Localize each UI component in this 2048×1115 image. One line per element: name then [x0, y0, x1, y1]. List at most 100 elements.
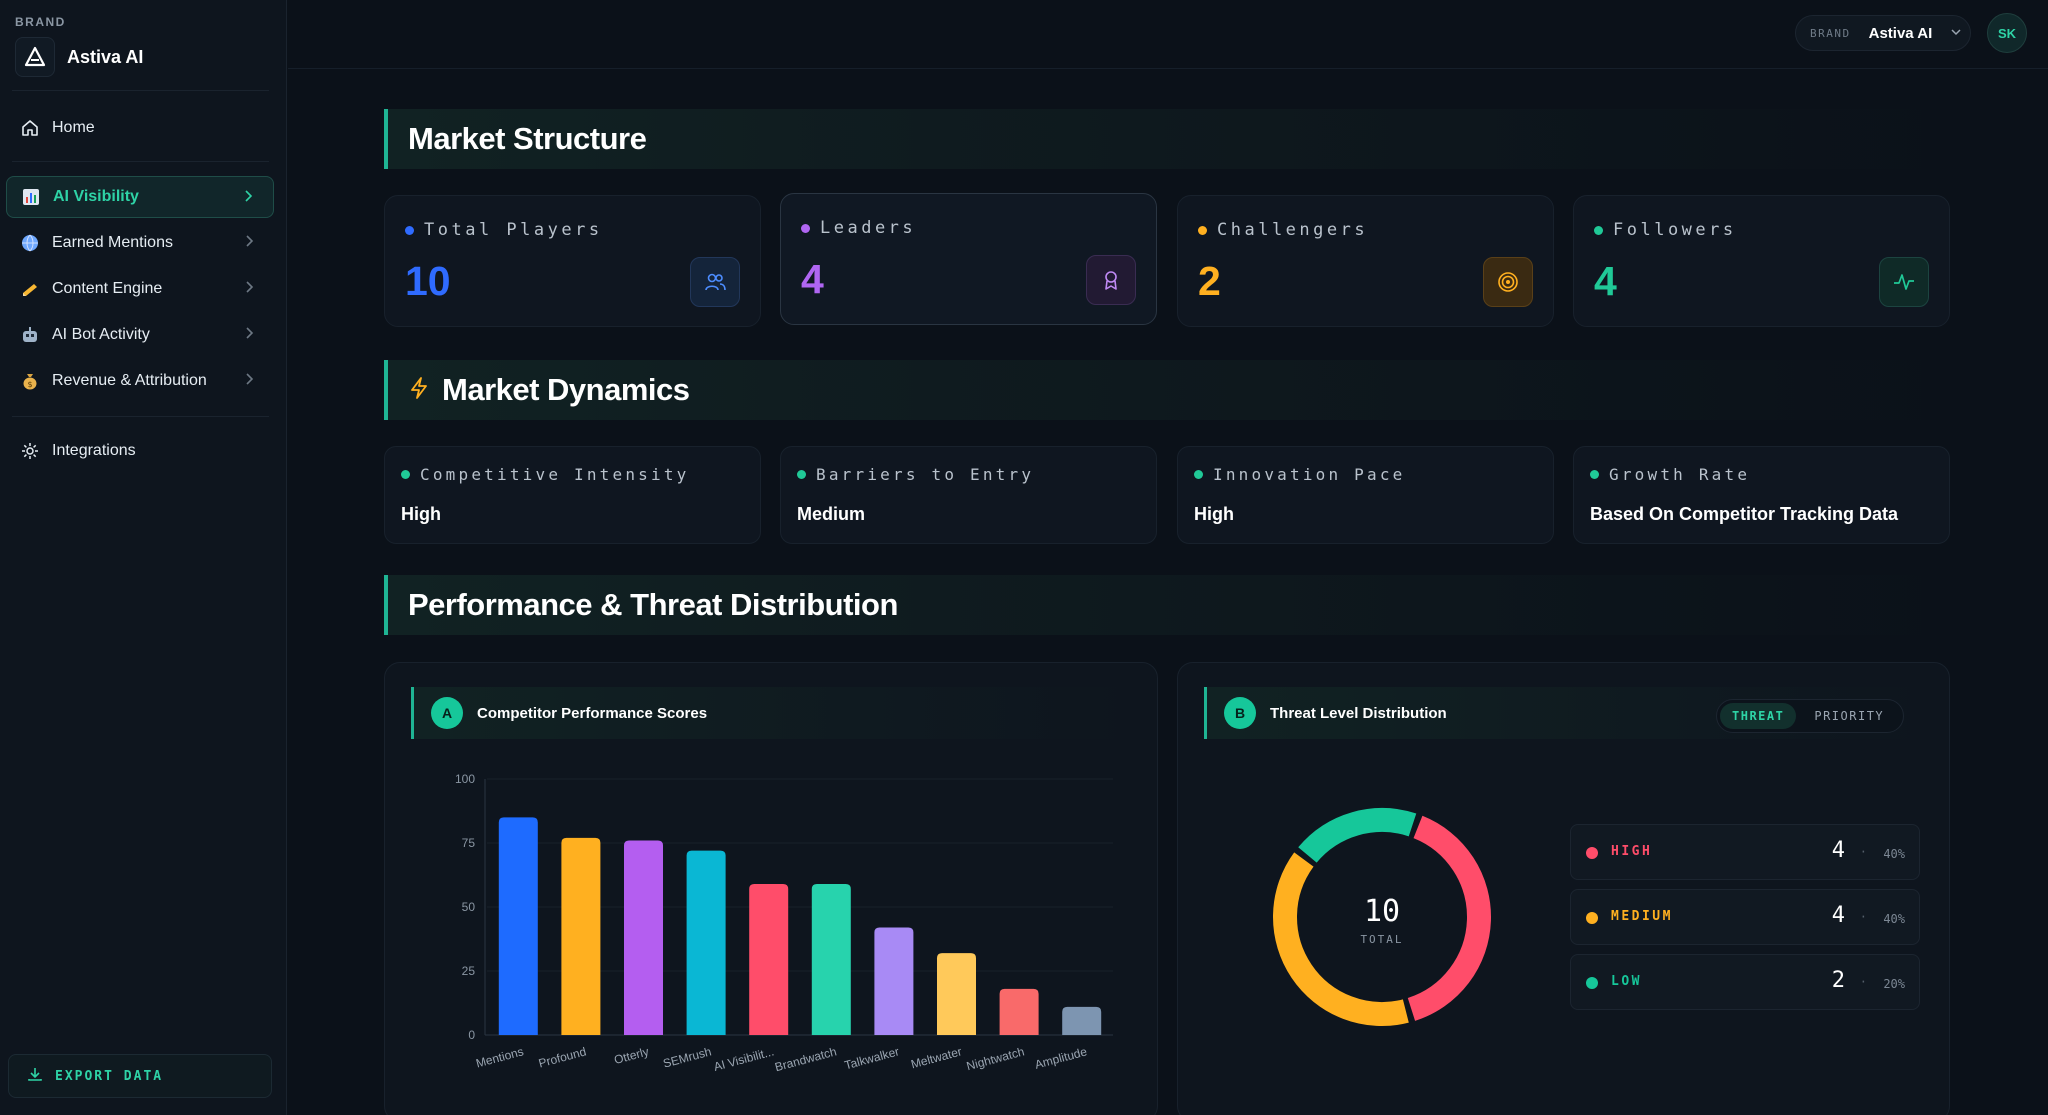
- donut-total-value: 10: [1364, 894, 1400, 929]
- divider: [12, 161, 269, 162]
- sidebar-item-earned-mentions[interactable]: Earned Mentions: [6, 222, 274, 264]
- legend-dot: [1586, 912, 1598, 924]
- users-icon: [690, 257, 740, 307]
- status-dot: [1194, 470, 1203, 479]
- export-data-button[interactable]: EXPORT DATA: [8, 1054, 272, 1098]
- stat-label: Followers: [1594, 220, 1737, 240]
- legend-name: HIGH: [1611, 844, 1653, 859]
- y-tick-label: 25: [462, 964, 476, 978]
- stat-label: Total Players: [405, 220, 603, 240]
- dynamics-card-barriers-to-entry: Barriers to Entry Medium: [780, 446, 1157, 544]
- status-dot: [797, 470, 806, 479]
- panel-threat-distribution: B Threat Level Distribution THREAT PRIOR…: [1177, 662, 1950, 1115]
- stat-card-total-players: Total Players 10: [384, 195, 761, 327]
- legend-separator: ·: [1859, 845, 1867, 859]
- stat-card-leaders: Leaders 4: [780, 193, 1157, 325]
- bar: [561, 837, 601, 1035]
- pencil-icon: [20, 279, 40, 299]
- dynamics-label-text: Innovation Pace: [1213, 465, 1406, 484]
- x-tick-label: SEMrush: [662, 1044, 713, 1070]
- legend-name: MEDIUM: [1611, 909, 1673, 924]
- brand-select[interactable]: BRAND Astiva AI: [1795, 15, 1971, 51]
- bar: [624, 840, 663, 1035]
- chevron-right-icon: [244, 372, 254, 391]
- sidebar-item-label: AI Visibility: [53, 188, 139, 205]
- home-icon: [20, 118, 40, 138]
- stat-label: Leaders: [801, 218, 916, 238]
- money-bag-icon: $: [20, 371, 40, 391]
- bar: [749, 883, 789, 1035]
- legend-value: 4: [1831, 903, 1845, 928]
- bar: [498, 817, 538, 1035]
- sidebar-item-label: Home: [52, 119, 95, 136]
- bar-chart-icon: [21, 187, 41, 207]
- dynamics-card-growth-rate: Growth Rate Based On Competitor Tracking…: [1573, 446, 1950, 544]
- stat-value: 10: [405, 258, 451, 304]
- sidebar-item-label: Content Engine: [52, 280, 163, 297]
- toggle-priority[interactable]: PRIORITY: [1814, 709, 1885, 723]
- sidebar-item-revenue-attribution[interactable]: $ Revenue & Attribution: [6, 360, 274, 402]
- brand-header[interactable]: Astiva AI: [15, 37, 143, 77]
- y-tick-label: 75: [462, 836, 476, 850]
- x-tick-label: Brandwatch: [773, 1044, 838, 1074]
- dynamics-card-innovation-pace: Innovation Pace High: [1177, 446, 1554, 544]
- threat-priority-toggle[interactable]: THREAT PRIORITY: [1716, 699, 1904, 733]
- donut-chart: 10 TOTAL: [1273, 808, 1491, 1026]
- divider: [12, 90, 269, 91]
- sidebar-item-content-engine[interactable]: Content Engine: [6, 268, 274, 310]
- legend-row-low[interactable]: LOW 2 · 20%: [1570, 954, 1920, 1010]
- legend-value: 2: [1831, 968, 1845, 993]
- stat-value: 2: [1198, 258, 1221, 304]
- dynamics-label-text: Competitive Intensity: [420, 465, 690, 484]
- chevron-right-icon: [244, 280, 254, 299]
- status-dot: [405, 225, 414, 235]
- section-header-performance: Performance & Threat Distribution: [384, 575, 1950, 635]
- bar: [686, 850, 726, 1035]
- sidebar-item-home[interactable]: Home: [6, 107, 274, 149]
- user-avatar[interactable]: SK: [1987, 13, 2027, 53]
- sidebar-item-label: Integrations: [52, 442, 136, 459]
- dynamics-label-text: Barriers to Entry: [816, 465, 1035, 484]
- legend-row-high[interactable]: HIGH 4 · 40%: [1570, 824, 1920, 880]
- panel-badge: B: [1224, 697, 1256, 729]
- sidebar-item-label: AI Bot Activity: [52, 326, 150, 343]
- status-dot: [1590, 470, 1599, 479]
- globe-icon: [20, 233, 40, 253]
- toggle-threat[interactable]: THREAT: [1720, 703, 1797, 729]
- stat-label: Challengers: [1198, 220, 1368, 240]
- panel-title: Competitor Performance Scores: [477, 704, 708, 722]
- x-tick-label: Amplitude: [1033, 1044, 1088, 1071]
- brand-name: Astiva AI: [67, 46, 144, 67]
- gear-icon: [20, 441, 40, 461]
- section-title: Market Dynamics: [442, 372, 690, 407]
- stat-label-text: Challengers: [1217, 220, 1369, 240]
- sidebar-item-ai-visibility[interactable]: AI Visibility: [6, 176, 274, 218]
- legend-dot: [1586, 847, 1598, 859]
- sidebar-item-ai-bot-activity[interactable]: AI Bot Activity: [6, 314, 274, 356]
- bar: [811, 883, 851, 1035]
- panel-badge: A: [431, 697, 463, 729]
- legend-name: LOW: [1611, 974, 1642, 989]
- sidebar-item-integrations[interactable]: Integrations: [6, 430, 274, 472]
- bar: [874, 927, 914, 1035]
- legend-value: 4: [1831, 838, 1845, 863]
- legend-row-medium[interactable]: MEDIUM 4 · 40%: [1570, 889, 1920, 945]
- donut-segment: [1273, 852, 1409, 1026]
- chevron-right-icon: [244, 234, 254, 253]
- download-icon: [27, 1066, 43, 1086]
- brand-select-caption: BRAND: [1810, 26, 1851, 40]
- legend-percent: 40%: [1883, 847, 1905, 861]
- dynamics-value: Based On Competitor Tracking Data: [1590, 504, 1899, 524]
- status-dot: [801, 223, 810, 233]
- x-tick-label: Talkwalker: [843, 1044, 901, 1072]
- chevron-right-icon: [243, 189, 253, 208]
- chevron-down-icon: [1950, 24, 1962, 42]
- svg-text:$: $: [27, 380, 32, 389]
- dynamics-card-competitive-intensity: Competitive Intensity High: [384, 446, 761, 544]
- bar: [1062, 1006, 1102, 1035]
- award-icon: [1086, 255, 1136, 305]
- sidebar-item-label: Earned Mentions: [52, 234, 173, 251]
- x-tick-label: Otterly: [613, 1044, 651, 1067]
- robot-icon: [20, 325, 40, 345]
- x-tick-label: Nightwatch: [965, 1044, 1026, 1073]
